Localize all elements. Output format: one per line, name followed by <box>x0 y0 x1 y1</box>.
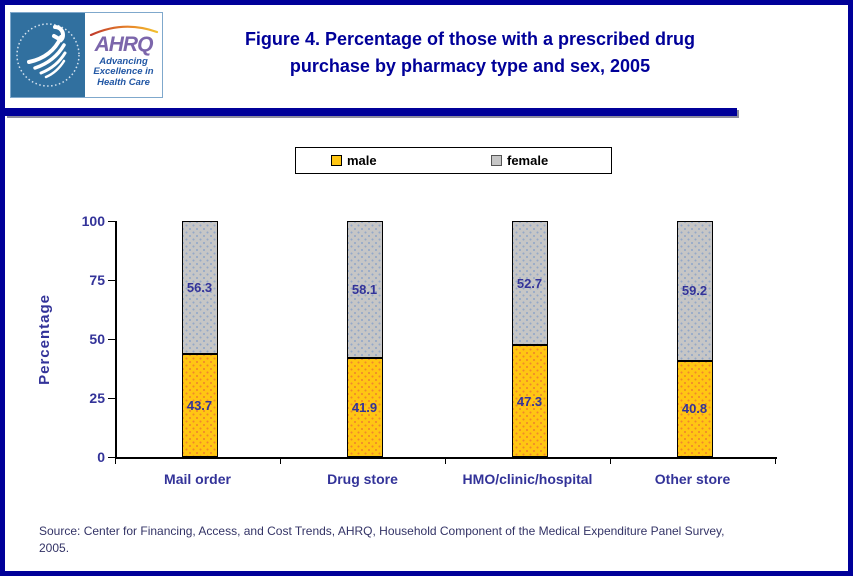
y-tick-mark <box>108 280 115 281</box>
bar-segment-female: 56.3 <box>181 221 218 354</box>
tagline-line2: Excellence in <box>93 66 154 78</box>
value-label-male: 47.3 <box>516 393 543 409</box>
y-tick-label: 0 <box>97 449 105 465</box>
y-tick-label: 100 <box>81 213 105 229</box>
value-label-female: 56.3 <box>186 279 213 295</box>
bar-group: 58.1 41.9 <box>282 221 447 457</box>
bar-stack: 58.1 41.9 <box>346 221 383 457</box>
value-label-male: 41.9 <box>351 400 378 416</box>
ahrq-hhs-logo: AHRQ Advancing Excellence in Health Care <box>10 12 163 98</box>
y-tick-label: 25 <box>89 390 105 406</box>
legend-swatch-male <box>331 155 342 166</box>
x-tick-mark <box>775 459 776 464</box>
legend-label-female: female <box>507 153 549 168</box>
legend-item-female: female <box>491 148 548 173</box>
tagline-line3: Health Care <box>97 76 150 88</box>
bar-segment-male: 43.7 <box>181 353 218 457</box>
source-line1: Source: Center for Financing, Access, an… <box>39 524 725 538</box>
bar-segment-male: 47.3 <box>511 345 548 457</box>
y-tick-mark <box>108 398 115 399</box>
tagline-line1: Advancing <box>99 55 148 67</box>
y-axis-title: Percentage <box>29 221 59 457</box>
plot-area: 56.3 43.7 58.1 41.9 52.7 47.3 59.2 40.8 <box>115 221 777 459</box>
hhs-eagle-icon <box>11 13 85 97</box>
x-category-label: Mail order <box>164 471 231 487</box>
bar-segment-female: 59.2 <box>676 221 713 361</box>
figure-title-line2: purchase by pharmacy type and sex, 2005 <box>289 56 651 76</box>
title-divider-bar <box>5 108 737 116</box>
ahrq-swoosh-icon <box>89 25 158 36</box>
bar-stack: 59.2 40.8 <box>676 221 713 457</box>
y-tick-mark <box>108 339 115 340</box>
x-category-label: Drug store <box>327 471 398 487</box>
y-tick-mark <box>108 221 115 222</box>
x-tick-mark <box>115 459 116 464</box>
y-tick-label: 50 <box>89 331 105 347</box>
x-tick-mark <box>610 459 611 464</box>
value-label-male: 40.8 <box>681 401 708 417</box>
legend-swatch-female <box>491 155 502 166</box>
y-tick-mark <box>108 457 115 458</box>
x-tick-mark <box>445 459 446 464</box>
value-label-male: 43.7 <box>186 397 213 413</box>
figure-title: Figure 4. Percentage of those with a pre… <box>170 26 770 80</box>
y-axis-title-text: Percentage <box>35 293 53 385</box>
bar-group: 52.7 47.3 <box>447 221 612 457</box>
legend-item-male: male <box>331 148 377 173</box>
bar-stack: 56.3 43.7 <box>181 221 218 457</box>
ahrq-acronym: AHRQ <box>94 32 154 56</box>
value-label-female: 58.1 <box>351 282 378 298</box>
ahrq-wordmark: AHRQ Advancing Excellence in Health Care <box>85 13 162 97</box>
value-label-female: 52.7 <box>516 275 543 291</box>
legend-label-male: male <box>347 153 377 168</box>
bar-group: 59.2 40.8 <box>612 221 777 457</box>
x-category-label: Other store <box>654 471 731 487</box>
x-tick-mark <box>280 459 281 464</box>
source-note: Source: Center for Financing, Access, an… <box>39 523 829 557</box>
chart-legend: male female <box>295 147 612 174</box>
ahrq-tagline: Advancing Excellence in Health Care <box>93 55 154 89</box>
bar-stack: 52.7 47.3 <box>511 221 548 457</box>
bar-segment-female: 52.7 <box>511 221 548 346</box>
figure-title-line1: Figure 4. Percentage of those with a pre… <box>244 29 696 49</box>
bar-segment-female: 58.1 <box>346 221 383 359</box>
source-line2: 2005. <box>39 541 70 555</box>
y-tick-label: 75 <box>89 272 105 288</box>
bar-group: 56.3 43.7 <box>117 221 282 457</box>
value-label-female: 59.2 <box>681 283 708 299</box>
bar-segment-male: 40.8 <box>676 360 713 457</box>
x-category-label: HMO/clinic/hospital <box>462 471 593 487</box>
bar-segment-male: 41.9 <box>346 358 383 457</box>
